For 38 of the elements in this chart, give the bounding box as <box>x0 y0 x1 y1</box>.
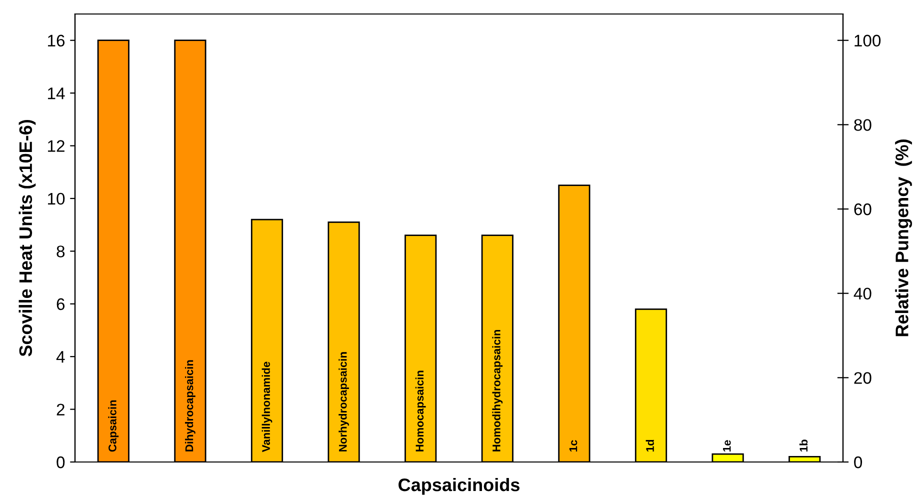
bar <box>328 221 360 462</box>
bar <box>97 40 130 462</box>
x-tick-label: 1c <box>569 440 578 452</box>
y-tick-label: 14 <box>48 88 65 100</box>
x-tick-label: Norhydrocapsaicin <box>338 352 349 452</box>
y-tick-label: 6 <box>56 298 65 310</box>
y2-tick-label: 20 <box>854 372 872 384</box>
bar <box>634 308 668 462</box>
x-tick-label: Dihydrocapsaicin <box>185 360 196 452</box>
bar <box>250 218 284 462</box>
x-tick-label: Vanillylnonamide <box>262 362 272 452</box>
y2-axis-title: Relative Pungency (%) <box>895 140 912 336</box>
y-tick-label: 10 <box>48 192 65 205</box>
x-tick-label: 1e <box>723 440 731 452</box>
x-tick-label: 1d <box>646 440 654 452</box>
y-axis-title: Scoville Heat Units (x10E-6) <box>18 120 36 356</box>
bar <box>481 234 514 462</box>
bar <box>404 234 437 462</box>
x-tick-label: Homocapsaicin <box>415 370 426 452</box>
y2-tick-label: 80 <box>854 119 872 131</box>
y-tick-label: 4 <box>56 351 65 363</box>
x-tick-label: 1b <box>799 440 808 452</box>
y2-tick-label: 0 <box>854 456 862 468</box>
y-tick-label: 12 <box>48 140 64 152</box>
y-tick-label: 0 <box>56 456 65 468</box>
bar <box>174 40 206 462</box>
bar <box>558 184 590 462</box>
x-tick-label: Homodihydrocapsaicin <box>492 330 503 452</box>
y2-tick-label: 40 <box>854 288 872 300</box>
x-axis-title: Capsaicinoids <box>398 478 520 495</box>
x-tick-label: Capsaicin <box>108 400 119 452</box>
y-tick-label: 16 <box>48 34 65 47</box>
y-tick-label: 8 <box>56 246 65 258</box>
bar <box>788 456 821 462</box>
y2-tick-label: 100 <box>854 34 881 47</box>
y-tick-label: 2 <box>56 404 64 416</box>
y2-tick-label: 60 <box>854 203 872 216</box>
bar <box>712 453 744 462</box>
